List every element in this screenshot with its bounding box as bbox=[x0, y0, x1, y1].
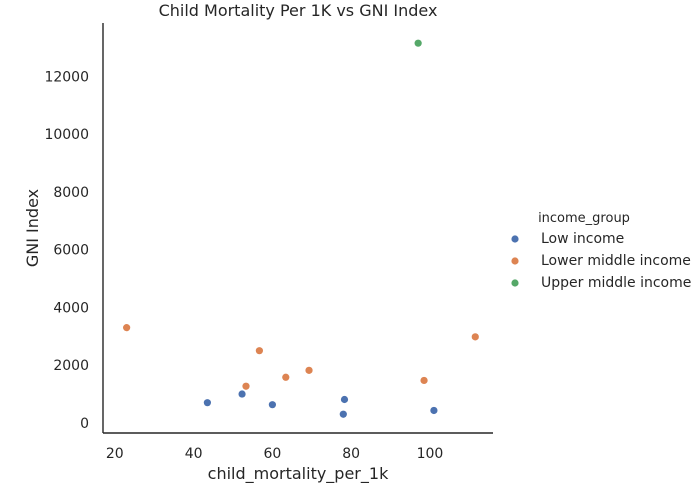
y-axis-label: GNI Index bbox=[23, 189, 42, 267]
legend-label: Upper middle income bbox=[541, 275, 691, 291]
y-tick-label: 10000 bbox=[44, 127, 89, 143]
x-axis-ticks: 20 40 60 80 100 bbox=[106, 446, 443, 462]
data-point bbox=[430, 406, 438, 415]
data-point bbox=[420, 376, 428, 385]
chart-title: Child Mortality Per 1K vs GNI Index bbox=[159, 1, 438, 20]
data-point bbox=[414, 39, 422, 47]
y-tick-label: 12000 bbox=[44, 69, 89, 85]
data-point bbox=[242, 382, 250, 390]
data-point bbox=[471, 333, 479, 341]
legend: income_group Low income Lower middle inco… bbox=[511, 211, 691, 291]
x-axis-label: child_mortality_per_1k bbox=[208, 464, 389, 484]
data-point bbox=[340, 395, 349, 404]
legend-marker bbox=[511, 279, 519, 287]
y-tick-label: 4000 bbox=[53, 300, 89, 316]
data-point bbox=[268, 401, 276, 409]
data-point bbox=[203, 399, 211, 407]
y-tick-label: 8000 bbox=[53, 185, 89, 201]
y-tick-label: 2000 bbox=[53, 358, 89, 374]
data-point bbox=[123, 324, 131, 332]
y-tick-label: 6000 bbox=[53, 243, 89, 259]
data-point bbox=[238, 390, 246, 398]
legend-title: income_group bbox=[538, 211, 630, 226]
legend-marker bbox=[511, 235, 519, 243]
data-point bbox=[255, 347, 263, 355]
data-point bbox=[305, 366, 313, 374]
y-axis-ticks: 0 2000 4000 6000 8000 10000 12000 bbox=[44, 69, 89, 431]
x-tick-label: 100 bbox=[417, 446, 444, 462]
plot-area bbox=[123, 39, 479, 418]
legend-label: Lower middle income bbox=[541, 253, 691, 269]
data-point bbox=[282, 373, 290, 381]
x-tick-label: 80 bbox=[342, 446, 360, 462]
data-point bbox=[339, 410, 347, 418]
x-tick-label: 60 bbox=[263, 446, 281, 462]
x-tick-label: 20 bbox=[106, 446, 124, 462]
y-tick-label: 0 bbox=[80, 416, 89, 432]
legend-label: Low income bbox=[541, 231, 624, 247]
x-tick-label: 40 bbox=[185, 446, 203, 462]
legend-marker bbox=[511, 257, 519, 265]
